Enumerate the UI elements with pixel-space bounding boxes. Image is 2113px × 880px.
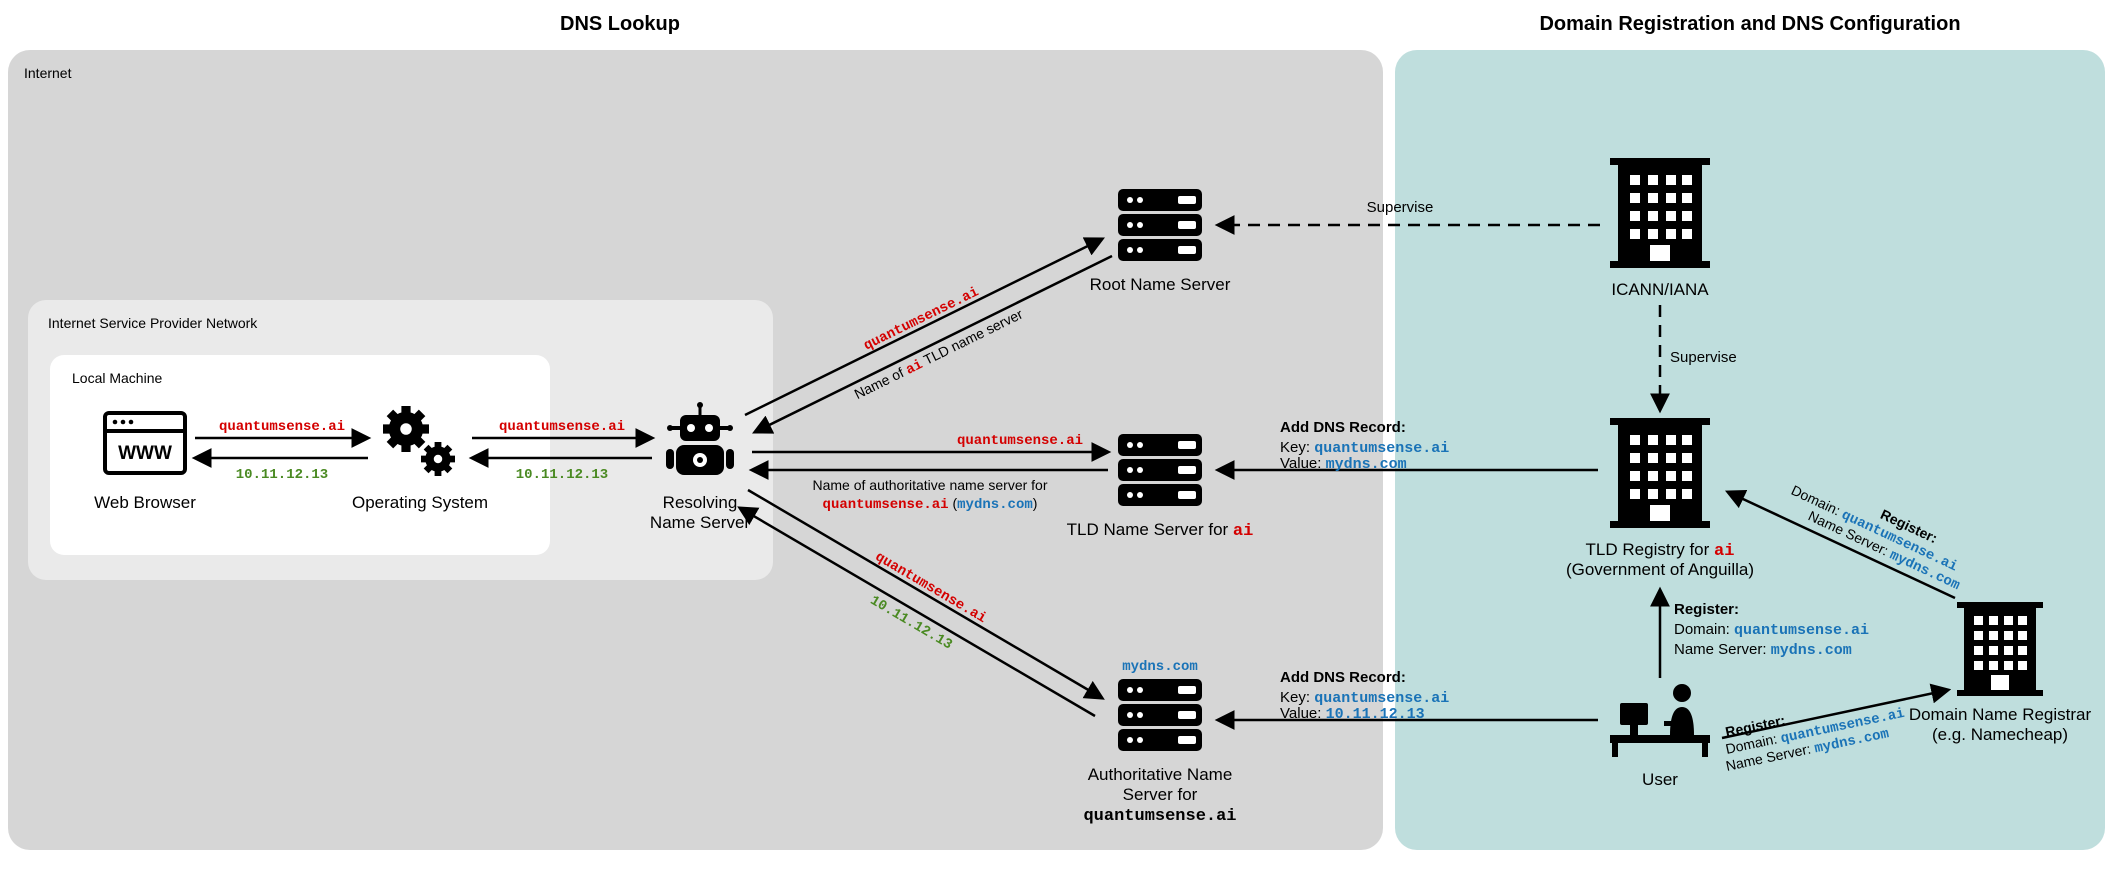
label-user: User <box>1642 770 1678 789</box>
label-auth-caption: mydns.com <box>1122 659 1198 675</box>
edge-label-browser-os-domain: quantumsense.ai <box>219 419 345 435</box>
label-auth-2: Server for <box>1123 785 1198 804</box>
tld-name-server-icon <box>1118 434 1202 506</box>
edge-label-adddns-1-val: Value: mydns.com <box>1280 455 1407 473</box>
edge-label-resolver-tld-response-1: Name of authoritative name server for <box>813 477 1048 493</box>
label-tld-server: TLD Name Server for ai <box>1067 520 1254 541</box>
label-auth-domain: quantumsense.ai <box>1083 807 1236 826</box>
edge-label-reg-up-title: Register: <box>1674 601 1739 618</box>
edge-label-resolver-tld-domain: quantumsense.ai <box>957 433 1083 449</box>
label-registrar-2: (e.g. Namecheap) <box>1932 725 2068 744</box>
edge-label-reg-up-domain: Domain: quantumsense.ai <box>1674 621 1869 639</box>
label-auth-1: Authoritative Name <box>1088 765 1233 784</box>
label-resolver-2: Name Server <box>650 513 750 532</box>
edge-label-adddns-2-title: Add DNS Record: <box>1280 669 1406 686</box>
edge-label-os-resolver-ip: 10.11.12.13 <box>516 467 608 483</box>
label-icann: ICANN/IANA <box>1611 280 1709 299</box>
label-tld-registry-2: (Government of Anguilla) <box>1566 560 1754 579</box>
edge-label-reg-up-ns: Name Server: mydns.com <box>1674 641 1852 659</box>
root-name-server-icon-draw <box>1118 189 1202 261</box>
edge-label-browser-os-ip: 10.11.12.13 <box>236 467 328 483</box>
edge-label-icann-root: Supervise <box>1367 199 1434 216</box>
edge-label-adddns-1-title: Add DNS Record: <box>1280 419 1406 436</box>
label-resolver-1: Resolving <box>663 493 738 512</box>
diagram-stage: DNS Lookup Domain Registration and DNS C… <box>0 0 2113 880</box>
registrar-icon <box>1957 602 2043 696</box>
label-operating-system: Operating System <box>352 493 488 512</box>
label-web-browser: Web Browser <box>94 493 196 512</box>
label-registrar-1: Domain Name Registrar <box>1909 705 2092 724</box>
icann-icon <box>1610 158 1710 268</box>
label-local-machine: Local Machine <box>72 370 162 386</box>
edge-label-icann-tldreg: Supervise <box>1670 349 1737 366</box>
tld-registry-icon <box>1610 418 1710 528</box>
authoritative-name-server-icon <box>1118 679 1202 751</box>
svg-text:WWW: WWW <box>118 443 172 464</box>
title-dns-lookup: DNS Lookup <box>560 13 680 35</box>
label-tld-registry-1: TLD Registry for ai <box>1586 540 1735 561</box>
title-domain-registration: Domain Registration and DNS Configuratio… <box>1539 13 1960 35</box>
label-internet: Internet <box>24 65 72 81</box>
edge-label-os-resolver-domain: quantumsense.ai <box>499 419 625 435</box>
edge-label-adddns-2-val: Value: 10.11.12.13 <box>1280 705 1425 723</box>
diagram-svg: DNS Lookup Domain Registration and DNS C… <box>0 0 2113 880</box>
label-root-server: Root Name Server <box>1090 275 1231 294</box>
edge-label-resolver-tld-response-2: quantumsense.ai (mydns.com) <box>823 495 1038 513</box>
label-isp: Internet Service Provider Network <box>48 315 258 331</box>
